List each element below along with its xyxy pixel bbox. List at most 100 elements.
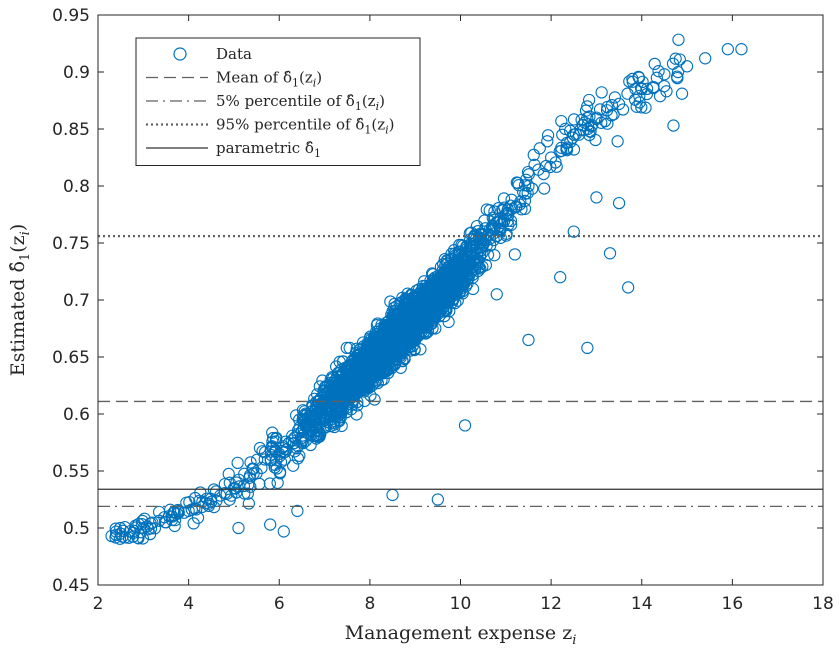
data-point (168, 514, 182, 527)
data-point (299, 417, 312, 430)
x-tick-label: 18 (812, 594, 834, 614)
data-point (291, 504, 304, 518)
data-point (488, 249, 501, 262)
data-point (291, 452, 305, 465)
data-point (621, 87, 634, 100)
data-point (332, 366, 346, 380)
data-point (505, 193, 518, 206)
data-point (253, 441, 267, 455)
data-point (118, 521, 132, 534)
data-point (399, 292, 412, 305)
data-point (458, 419, 472, 432)
data-point (584, 125, 597, 138)
data-point (250, 467, 263, 480)
data-point (273, 447, 286, 461)
x-tick-label: 4 (183, 594, 194, 614)
data-point (306, 400, 319, 413)
data-point (264, 518, 277, 531)
legend-label-p5: 5% percentile of δ̂1(zi) (216, 92, 385, 113)
data-point (493, 222, 507, 235)
data-point (508, 248, 522, 261)
axis-ticks: 2 4 6 8 10 12 14 16 18 0.45 0.5 0.55 0.6 0.65 0.7 0.75 0… (52, 6, 834, 614)
legend-label-parametric: parametric δ̂1 (216, 139, 321, 160)
data-point (533, 142, 546, 155)
data-point (497, 192, 511, 205)
data-point (648, 57, 661, 71)
data-point (359, 380, 373, 393)
data-point (454, 265, 467, 278)
data-point (612, 97, 626, 111)
data-point (471, 224, 485, 238)
data-point (376, 363, 389, 376)
y-tick-label: 0.55 (52, 462, 90, 482)
data-point (497, 214, 511, 228)
data-point (153, 514, 166, 527)
data-point (172, 504, 185, 518)
data-point (307, 429, 320, 443)
data-point (244, 456, 257, 469)
data-point (612, 196, 626, 210)
x-tick-label: 8 (364, 594, 375, 614)
data-point (146, 516, 159, 529)
data-point (632, 71, 646, 84)
data-point (595, 86, 608, 99)
data-point (432, 292, 445, 305)
data-point (521, 165, 535, 179)
data-point (365, 353, 378, 366)
data-point (386, 333, 399, 347)
legend-label-mean: Mean of δ̂1(zi) (216, 69, 322, 90)
data-point (242, 497, 256, 510)
data-point (438, 275, 452, 289)
data-point (541, 129, 555, 142)
data-point (389, 329, 402, 342)
data-point (518, 202, 532, 215)
data-point (635, 101, 648, 114)
data-point (293, 449, 306, 462)
data-point (431, 288, 444, 301)
data-point (454, 275, 467, 289)
data-point (437, 257, 450, 271)
data-point (590, 191, 603, 204)
data-point (205, 495, 218, 508)
data-point (159, 516, 173, 529)
data-point (635, 82, 648, 96)
data-point (477, 236, 490, 250)
y-tick-label: 0.65 (52, 348, 90, 368)
data-point (452, 268, 465, 282)
data-point (652, 65, 665, 78)
data-point (509, 201, 523, 214)
data-point (640, 82, 654, 96)
data-point (341, 374, 355, 387)
data-point (114, 527, 127, 540)
y-axis-label: Estimated δ̂1(zi) (7, 224, 33, 377)
data-point (308, 420, 322, 433)
data-point (368, 393, 381, 406)
data-point (450, 262, 463, 275)
data-point (465, 226, 478, 239)
data-point (603, 247, 617, 260)
data-point (583, 110, 596, 123)
data-point (626, 72, 639, 86)
data-point (414, 343, 427, 356)
data-point (371, 325, 384, 338)
data-point (611, 135, 624, 148)
data-point (721, 43, 734, 56)
data-point (142, 522, 155, 536)
data-point (202, 497, 216, 510)
data-point (581, 341, 594, 355)
data-point (555, 114, 568, 128)
y-tick-label: 0.45 (52, 576, 90, 596)
legend-label-p95: 95% percentile of δ̂1(zi) (216, 116, 395, 137)
data-point (288, 445, 301, 458)
data-point (403, 307, 416, 320)
data-point (268, 458, 282, 472)
data-point (510, 176, 523, 189)
data-point (277, 440, 290, 453)
data-point (431, 493, 444, 506)
data-point (296, 409, 310, 423)
data-point (512, 179, 525, 192)
data-point (368, 362, 381, 375)
data-point (297, 436, 310, 450)
data-point (554, 271, 567, 284)
